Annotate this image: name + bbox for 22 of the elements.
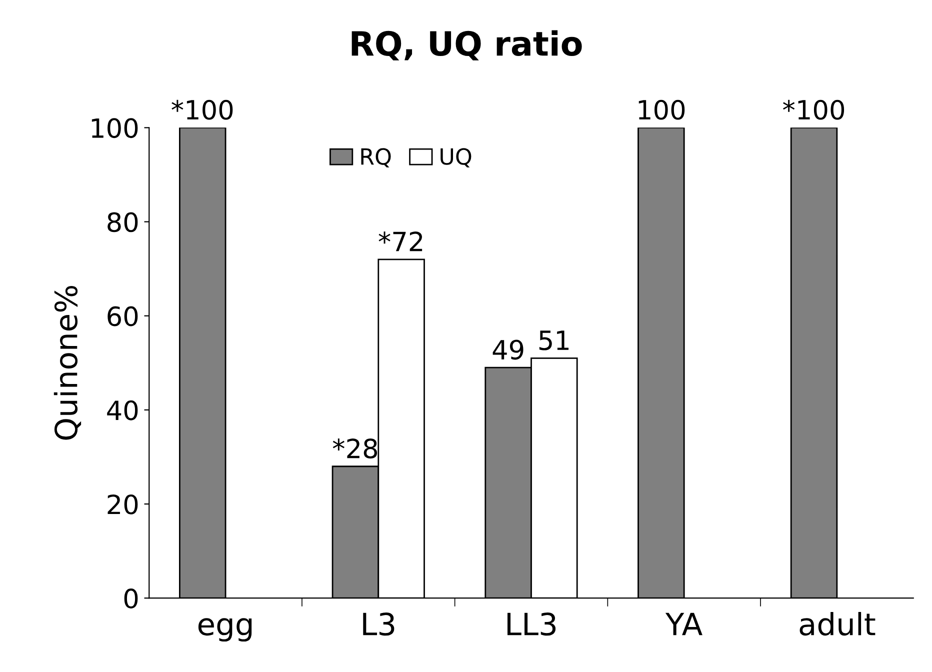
legend-label: UQ (440, 148, 472, 168)
data-label: *28 (332, 438, 378, 458)
x-tick-label: egg (198, 618, 252, 642)
y-tick-label: 40 (107, 400, 138, 420)
x-tick-label: YA (665, 612, 702, 636)
x-tick-label: adult (800, 612, 876, 636)
data-label: 100 (638, 100, 685, 120)
data-label: *100 (172, 100, 233, 120)
data-label: 49 (492, 340, 524, 360)
data-label: 51 (539, 330, 569, 350)
y-tick-label: 20 (108, 494, 138, 514)
data-label: *72 (378, 232, 422, 252)
y-tick-label: 0 (124, 588, 138, 608)
x-tick-label: L3 (363, 612, 394, 636)
y-tick-label: 80 (108, 212, 138, 232)
y-tick-label: 100 (92, 118, 138, 138)
chart-title: RQ, UQ ratio (352, 30, 582, 60)
data-label: *100 (783, 100, 844, 120)
y-axis-title: Quinone% (54, 286, 82, 440)
legend-label: RQ (361, 148, 391, 168)
x-tick-label: LL3 (507, 612, 556, 636)
y-tick-label: 60 (108, 306, 138, 326)
